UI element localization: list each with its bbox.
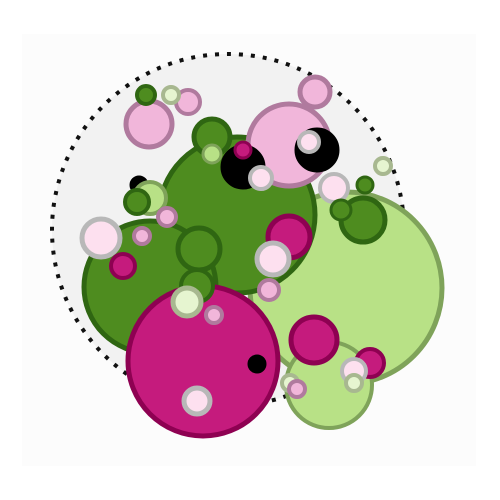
pale-pink-circle-bottom xyxy=(181,385,213,417)
pale-pink-circle-center xyxy=(254,240,292,278)
pale-green-small-circle xyxy=(161,85,181,105)
pink-dot xyxy=(132,226,152,246)
light-green-dot xyxy=(201,143,223,165)
dark-green-inner-circle xyxy=(175,225,223,273)
pink-dot-center-low xyxy=(257,278,281,302)
pale-green-tiny-circle xyxy=(373,156,393,176)
dark-green-small-right xyxy=(329,198,353,222)
pale-green-circle xyxy=(170,285,204,319)
dark-green-small-circle xyxy=(135,84,157,106)
pink-dot-left xyxy=(156,206,178,228)
pink-dot-center xyxy=(204,305,224,325)
black-dot-bottom xyxy=(247,354,267,374)
pink-circle-top-left xyxy=(123,98,175,150)
magenta-dot-top xyxy=(233,140,253,160)
pale-pink-circle-left xyxy=(79,216,123,260)
dark-green-small-left xyxy=(123,188,151,216)
pink-circle-top xyxy=(297,74,333,110)
pale-green-tiny-right xyxy=(344,373,364,393)
pale-pink-dot xyxy=(248,165,274,191)
pink-tiny-bottom xyxy=(287,379,307,399)
magenta-circle-lower xyxy=(288,314,340,366)
bubble-layer xyxy=(79,74,445,439)
pale-pink-circle-right xyxy=(318,172,350,204)
magenta-small-circle xyxy=(109,252,137,280)
dark-green-tiny-circle xyxy=(355,175,375,195)
pale-pink-dot-right xyxy=(297,130,321,154)
